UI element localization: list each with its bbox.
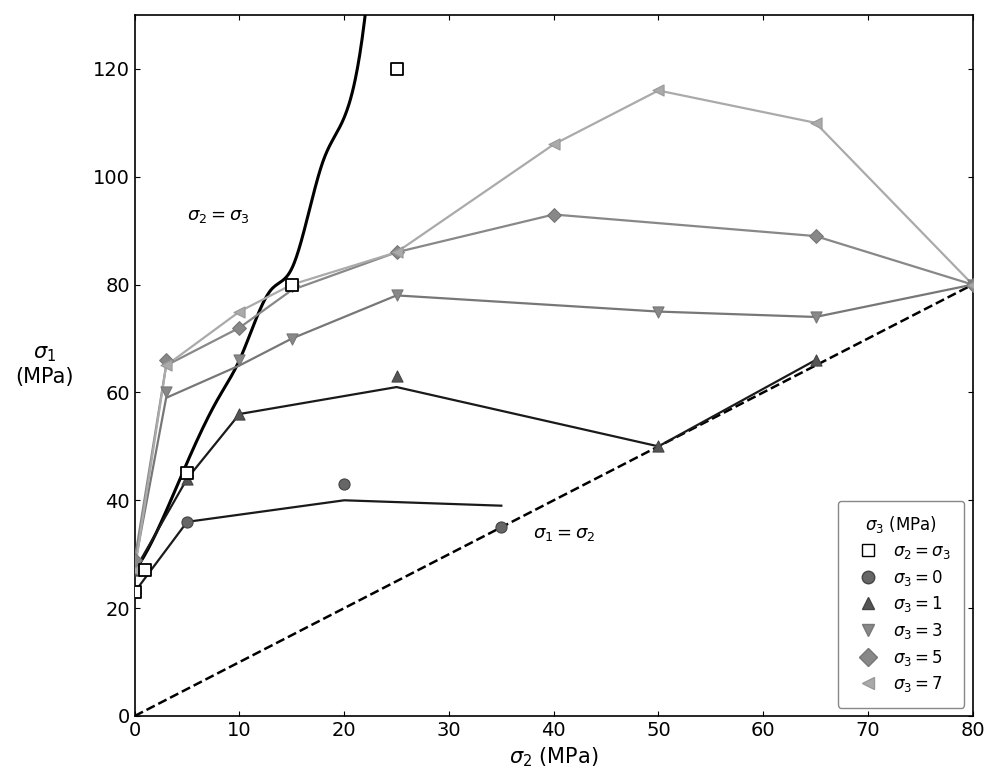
Point	[546, 138, 562, 151]
Point	[231, 408, 247, 420]
Point	[650, 440, 666, 452]
Point	[808, 310, 824, 323]
Point	[231, 321, 247, 334]
Point	[158, 359, 174, 372]
Point	[179, 473, 195, 485]
Point	[336, 477, 352, 490]
Point	[158, 354, 174, 366]
X-axis label: $\sigma_2$ (MPa): $\sigma_2$ (MPa)	[509, 746, 599, 769]
Point	[127, 586, 143, 598]
Point	[389, 63, 405, 75]
Point	[284, 332, 300, 345]
Point	[546, 209, 562, 221]
Point	[965, 278, 981, 291]
Point	[493, 521, 509, 534]
Point	[389, 289, 405, 302]
Point	[127, 559, 143, 572]
Point	[808, 117, 824, 129]
Point	[389, 370, 405, 383]
Point	[127, 564, 143, 577]
Point	[127, 554, 143, 566]
Point	[808, 230, 824, 242]
Point	[808, 354, 824, 366]
Point	[158, 387, 174, 399]
Point	[284, 278, 300, 291]
Point	[127, 564, 143, 577]
Point	[284, 278, 300, 291]
Point	[389, 246, 405, 259]
Point	[965, 278, 981, 291]
Point	[179, 516, 195, 528]
Point	[137, 564, 153, 577]
Point	[231, 354, 247, 366]
Point	[127, 586, 143, 598]
Legend: $\sigma_2=\sigma_3$, $\sigma_3=0$, $\sigma_3=1$, $\sigma_3=3$, $\sigma_3=5$, $\s: $\sigma_2=\sigma_3$, $\sigma_3=0$, $\sig…	[838, 501, 964, 708]
Point	[231, 305, 247, 318]
Point	[650, 305, 666, 318]
Point	[650, 84, 666, 96]
Point	[284, 278, 300, 291]
Text: $\sigma_1=\sigma_2$: $\sigma_1=\sigma_2$	[533, 525, 595, 543]
Text: $\sigma_2=\sigma_3$: $\sigma_2=\sigma_3$	[187, 207, 249, 225]
Point	[389, 246, 405, 259]
Y-axis label: $\sigma_1$
(MPa): $\sigma_1$ (MPa)	[15, 344, 74, 387]
Point	[965, 278, 981, 291]
Point	[179, 467, 195, 480]
